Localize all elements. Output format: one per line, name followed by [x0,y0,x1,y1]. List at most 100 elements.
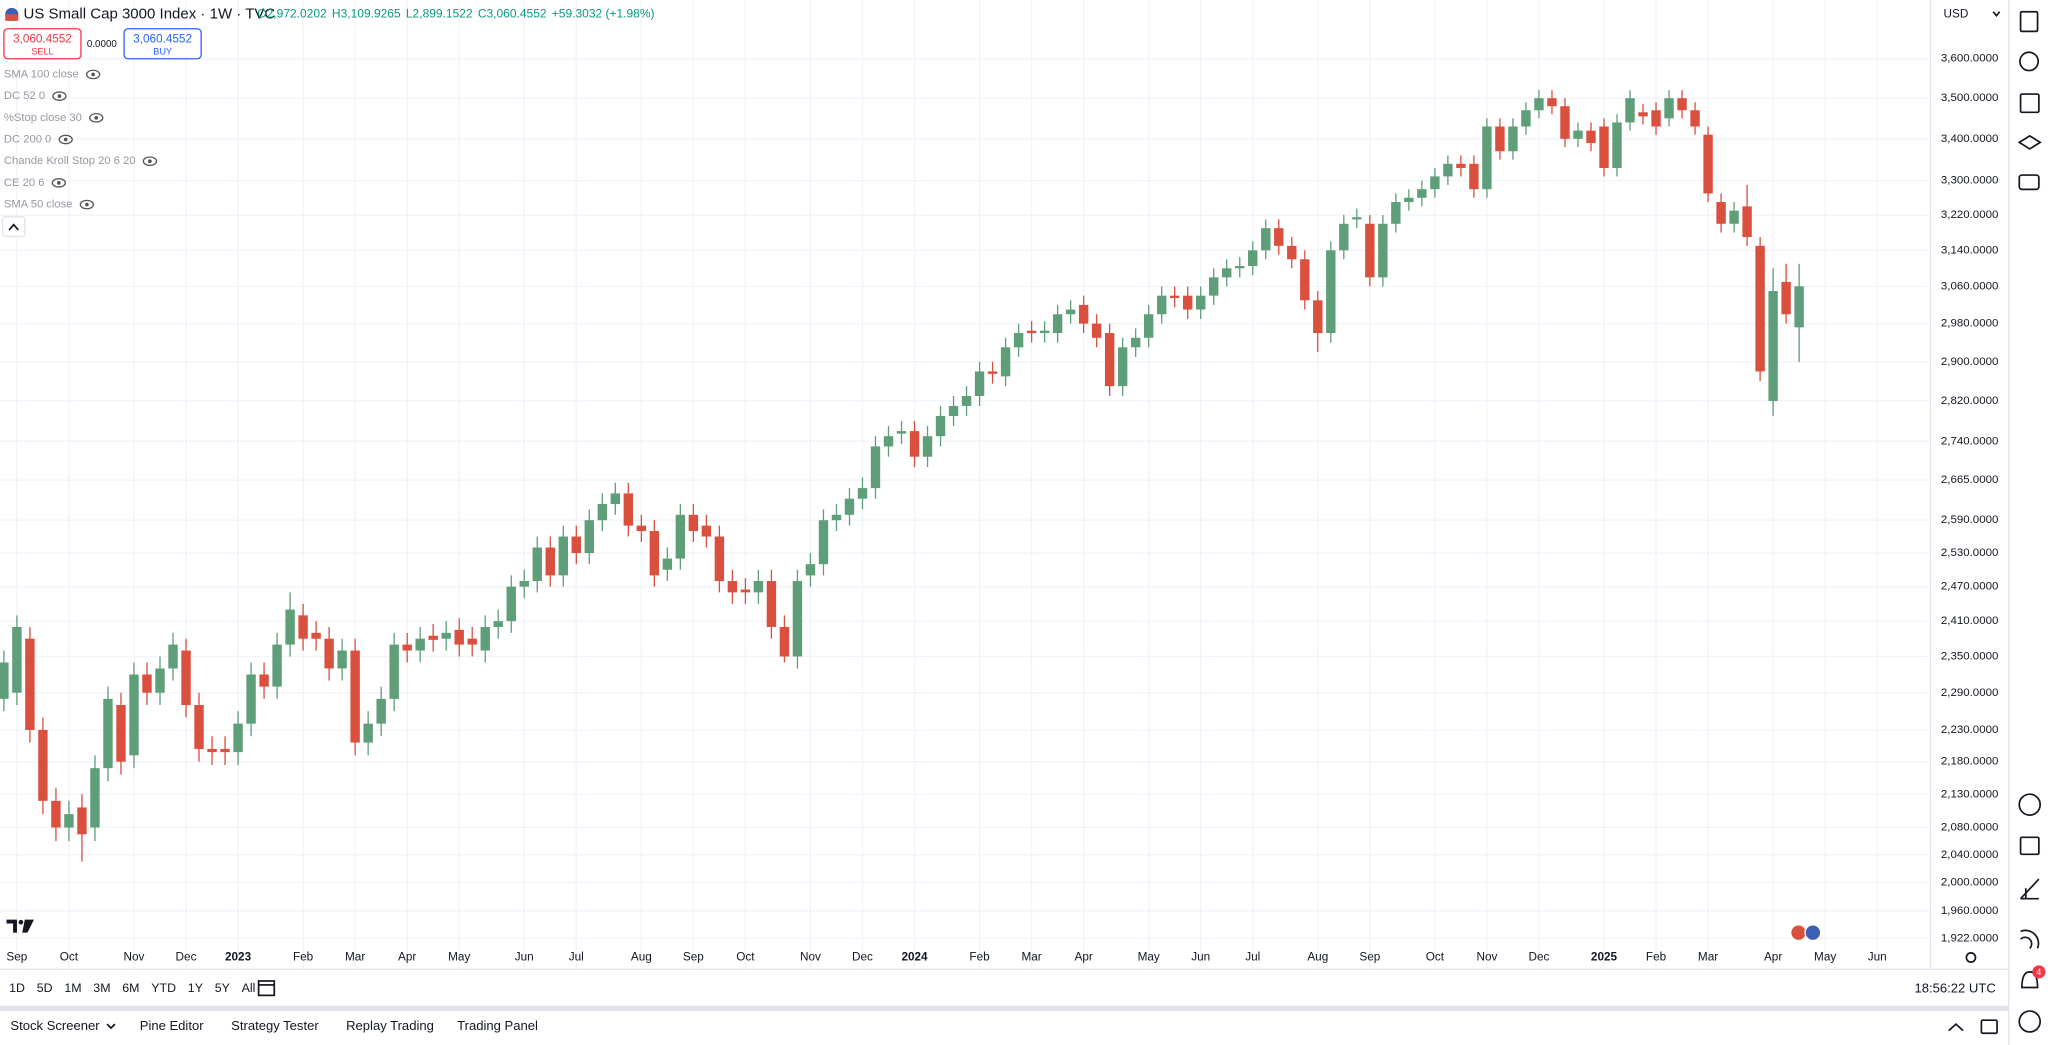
candle-body [1274,228,1284,246]
candle-body [1352,217,1362,220]
range-button[interactable]: 3M [93,981,110,995]
layers-icon[interactable] [2017,134,2042,150]
collapse-chevron [8,223,19,231]
candle-body [324,638,334,669]
visibility-icon[interactable] [52,91,67,101]
candle-body [844,498,855,515]
candle-body [1495,126,1505,152]
y-tick-label: 3,060.0000 [1941,281,1998,293]
candle-body [389,644,399,699]
candle-body [220,748,230,753]
y-tick-label: 2,900.0000 [1941,356,1998,368]
x-tick-label: Jun [1868,951,1887,964]
candle-body [285,609,295,645]
candle-body [792,581,803,657]
candle-body [558,536,568,576]
clock[interactable]: 18:56:22 UTC [1915,980,1996,995]
candle-body [402,644,412,651]
range-button[interactable]: YTD [151,981,176,995]
candle-body [1742,206,1752,237]
panel-tab[interactable]: Replay Trading [346,1018,434,1033]
x-tick-label: Dec [1528,951,1549,964]
y-tick-label: 2,040.0000 [1941,849,1998,861]
candle-body [1651,110,1661,127]
feed-icon[interactable] [2019,929,2040,949]
visibility-icon[interactable] [85,69,101,80]
candle-body [1391,202,1401,224]
indicator-label[interactable]: SMA 100 close [4,68,79,80]
ohlc-value: C3,060.4552 [478,7,547,21]
symbol-title[interactable]: US Small Cap 3000 Index · 1W · TVC [24,5,276,22]
x-tick-label: Nov [124,951,145,964]
alerts-icon[interactable] [2019,51,2040,72]
range-button[interactable]: 6M [122,981,139,995]
notification-badge [2032,965,2046,979]
collapse-button[interactable] [1,216,26,238]
visibility-icon[interactable] [58,134,73,145]
range-button[interactable]: 5D [37,981,53,995]
y-tick-label: 2,740.0000 [1941,435,1998,447]
y-tick-label: 2,470.0000 [1941,581,1998,593]
indicator-label[interactable]: Chande Kroll Stop 20 6 20 [4,155,136,167]
candle-body [753,581,764,593]
panel-tab[interactable]: Stock Screener [10,1018,100,1033]
candle-body [1222,268,1232,278]
candle-body [623,493,634,526]
chat-icon[interactable] [2018,174,2040,191]
currency[interactable]: USD [1944,7,1969,20]
range-button[interactable]: 5Y [215,981,230,995]
buy-button[interactable] [123,28,202,60]
indicator-label[interactable]: %Stop close 30 [4,112,82,124]
y-tick-label: 3,220.0000 [1941,209,1998,221]
panel-maximize[interactable] [1980,1019,1998,1035]
range-button[interactable]: 1D [9,981,25,995]
calendar-icon[interactable] [2019,836,2040,856]
panel-divider [0,1005,2009,1012]
candle-body [1248,250,1258,267]
candle-body [584,520,594,554]
candle-body [207,748,217,753]
x-tick-label: Apr [1074,951,1092,964]
y-tick-label: 2,590.0000 [1941,514,1998,526]
notifications-icon[interactable] [2021,971,2039,989]
x-tick-label: Jun [515,951,534,964]
candle-body [1534,98,1544,111]
visibility-icon[interactable] [79,199,95,210]
indicator-label[interactable]: SMA 50 close [4,199,73,211]
help-icon[interactable] [2018,1010,2042,1033]
sell-button[interactable] [3,28,82,60]
x-tick-label: 2023 [225,951,252,964]
x-tick-label: Dec [852,951,873,964]
candle-body [51,800,61,828]
candle-body [740,589,751,593]
candle-body [1794,286,1804,328]
visibility-icon[interactable] [51,178,67,188]
range-button[interactable]: 1Y [188,981,203,995]
ohlc-value: L2,899.1522 [406,7,473,21]
visibility-icon[interactable] [142,156,158,167]
panel-tab[interactable]: Strategy Tester [231,1018,319,1033]
visibility-icon[interactable] [89,112,104,123]
range-button[interactable]: All [242,981,256,995]
candle-body [1430,176,1440,190]
candle-body [1690,110,1700,127]
indicator-label[interactable]: DC 52 0 [4,90,45,102]
indicator-label[interactable]: DC 200 0 [4,133,51,145]
x-tick-label: Apr [1764,951,1782,964]
goto-date[interactable] [257,980,276,997]
candle-body [181,650,191,706]
watchlist-icon[interactable] [2019,10,2039,33]
candle-body [38,729,48,801]
visibility-pupil [57,181,61,185]
indicator-label[interactable]: CE 20 6 [4,177,45,189]
panel-tab[interactable]: Pine Editor [140,1018,204,1033]
panel-tab[interactable]: Trading Panel [457,1018,538,1033]
calendar-events-icon[interactable] [2019,93,2040,114]
drawing-icon[interactable] [2019,878,2040,900]
axis-settings-icon[interactable] [1965,952,1977,963]
candle-body [142,674,152,693]
range-button[interactable]: 1M [64,981,81,995]
target-icon[interactable] [2018,793,2042,816]
panel-expand[interactable] [1948,1022,1964,1032]
event-flags[interactable] [1790,924,1822,942]
